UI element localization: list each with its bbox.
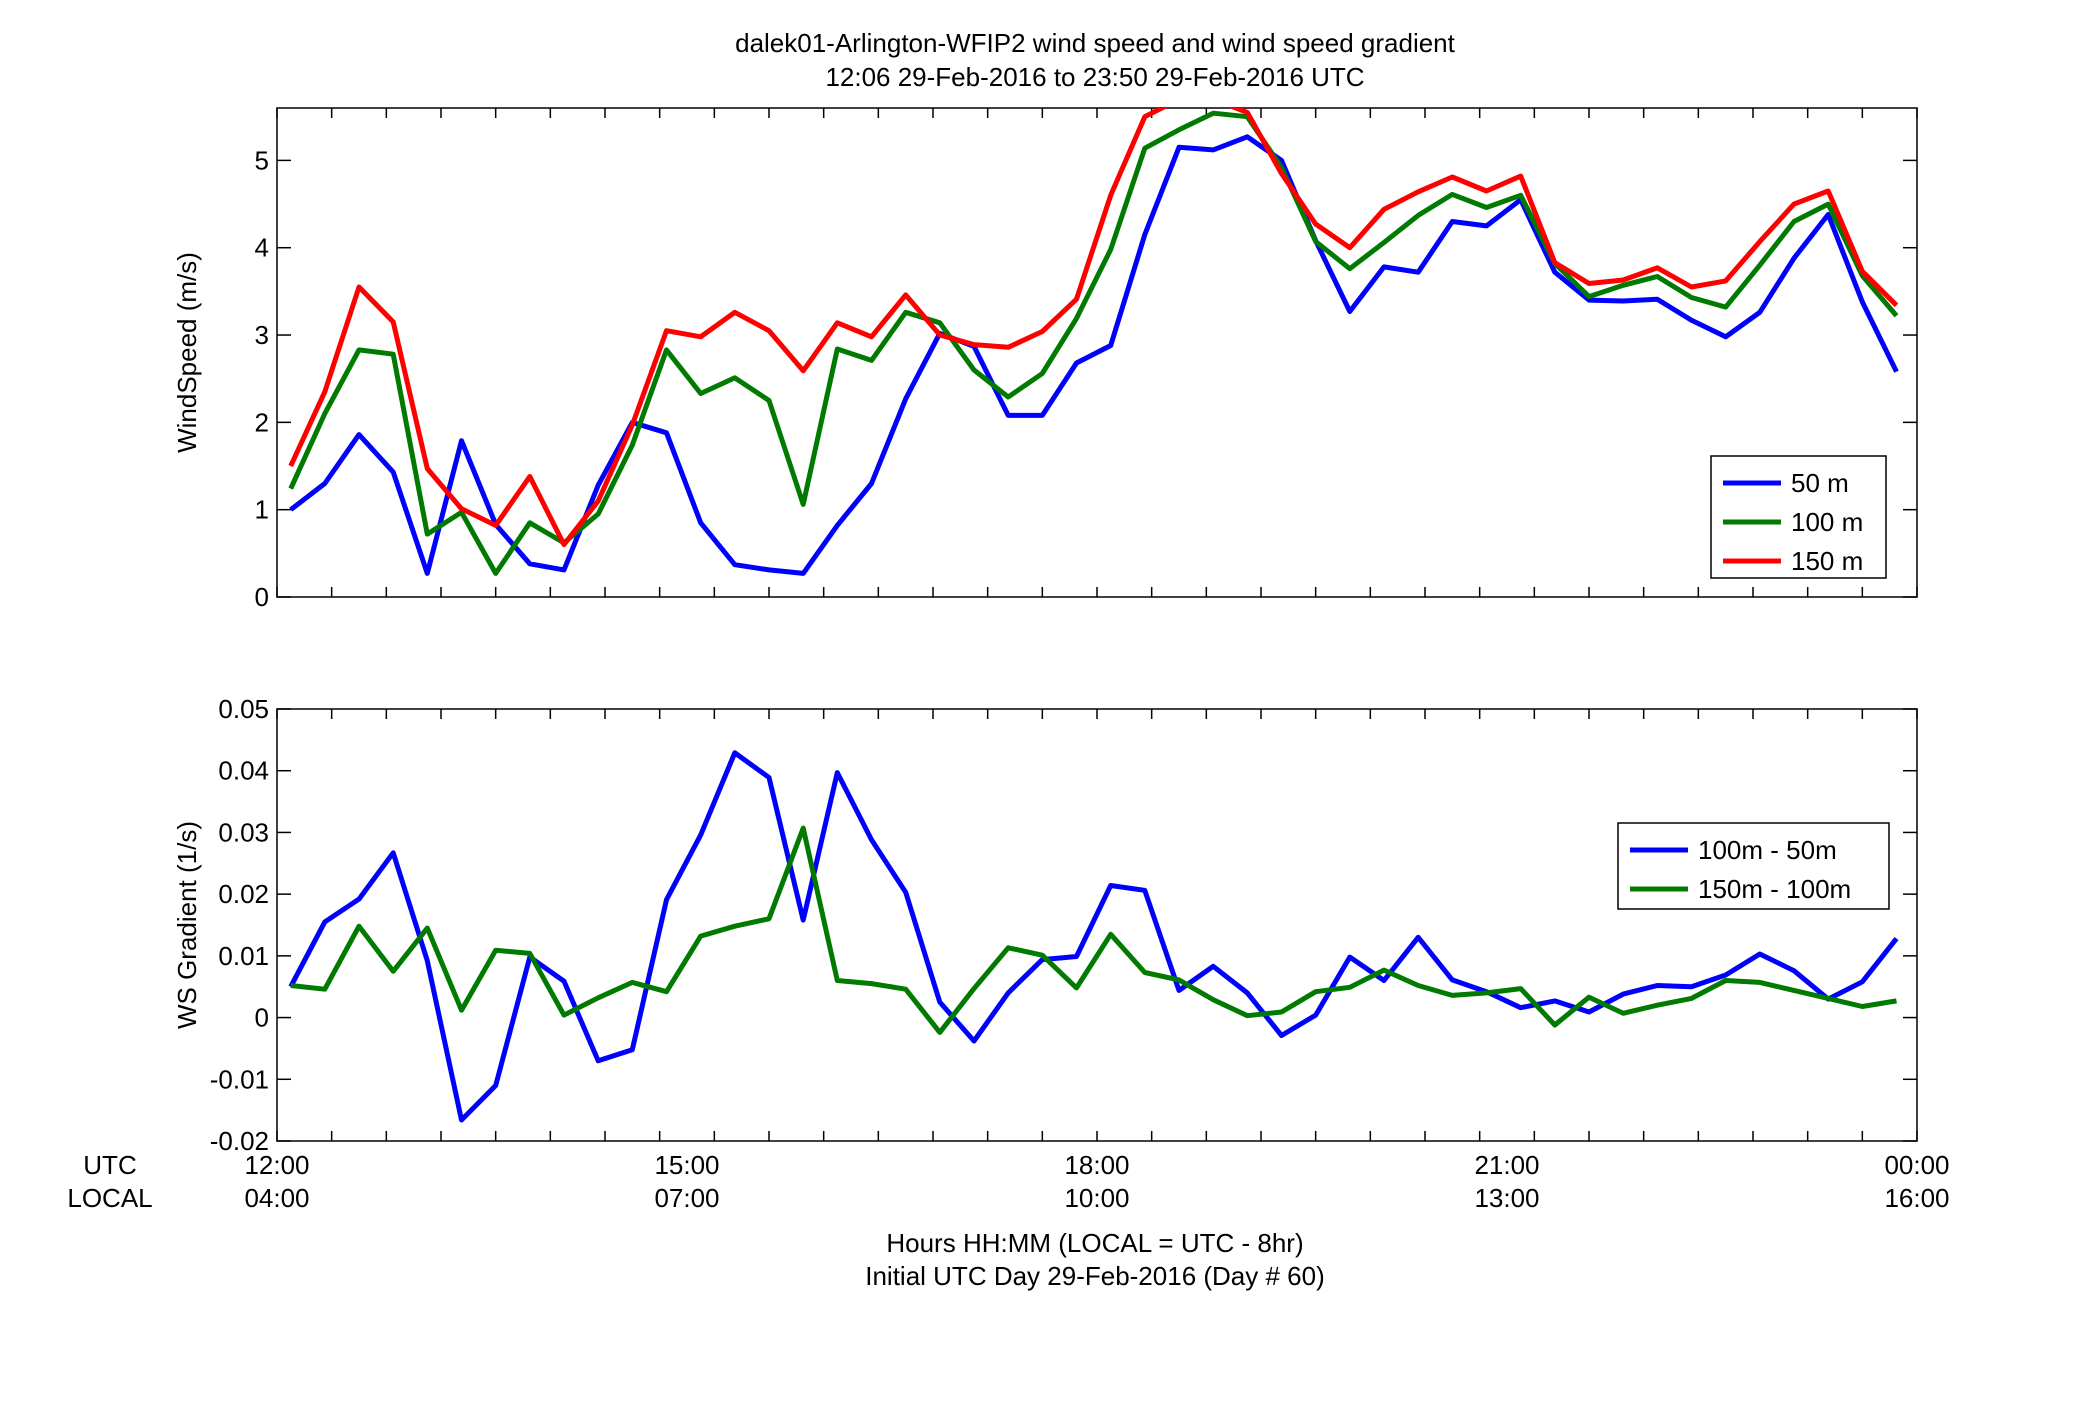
legend-entry: 100m - 50m [1698,835,1837,865]
windspeed-panel: 0 1 2 3 4 5 WindSpeed (m/s) 50 m 100 m 150 m [172,107,1918,612]
x-tick-label-utc: 12:00 [244,1150,309,1180]
series-line-100m-50m [288,750,1899,1123]
legend-entry: 150m - 100m [1698,874,1851,904]
legend-entry: 100 m [1791,507,1863,537]
y-tick-label: 5 [255,145,269,175]
x-caption-line1: Hours HH:MM (LOCAL = UTC - 8hr) [886,1228,1303,1258]
y-tick-label: 1 [255,495,269,525]
x-tick-label-local: 13:00 [1474,1183,1539,1213]
series-line-100-m [288,110,1899,576]
y-tick-label: 4 [255,233,269,263]
y-tick-label: 0 [255,1003,269,1033]
y-tick-label: 0 [255,582,269,612]
y-tick-label: 0.01 [218,941,269,971]
x-tick-label-utc: 21:00 [1474,1150,1539,1180]
chart-title-line2: 12:06 29-Feb-2016 to 23:50 29-Feb-2016 U… [825,62,1364,92]
y-tick-label: 2 [255,407,269,437]
series-line-50-m [289,134,1899,576]
chart-title-line1: dalek01-Arlington-WFIP2 wind speed and w… [735,28,1456,58]
x-caption-line2: Initial UTC Day 29-Feb-2016 (Day # 60) [865,1261,1325,1291]
y-tick-label: -0.01 [210,1064,269,1094]
y-tick-label: 0.02 [218,879,269,909]
series-line-150m-100m [290,825,1897,1035]
y-tick-label: 0.04 [218,756,269,786]
axes-box [276,708,1918,1142]
x-tick-label-utc: 15:00 [654,1150,719,1180]
x-tick-label-local: 07:00 [654,1183,719,1213]
x-tick-label-local: 10:00 [1064,1183,1129,1213]
y-tick-label: 0.05 [218,694,269,724]
x-tick-label-utc: 18:00 [1064,1150,1129,1180]
legend: 100m - 50m 150m - 100m [1617,822,1890,910]
y-axis-label: WS Gradient (1/s) [172,821,202,1029]
row-label-local: LOCAL [67,1183,152,1213]
x-tick-label-local: 04:00 [244,1183,309,1213]
y-tick-label: 3 [255,320,269,350]
y-tick-label: 0.03 [218,817,269,847]
legend-box [1710,455,1887,579]
legend: 50 m 100 m 150 m [1710,455,1887,579]
y-axis-label: WindSpeed (m/s) [172,252,202,453]
row-label-utc: UTC [83,1150,136,1180]
x-tick-label-local: 16:00 [1884,1183,1949,1213]
legend-box [1617,822,1890,910]
y-tick-label: -0.02 [210,1126,269,1156]
x-tick-label-utc: 00:00 [1884,1150,1949,1180]
legend-entry: 50 m [1791,468,1849,498]
series-line-150-m [288,108,1899,548]
gradient-panel: -0.02 -0.01 0 0.01 0.02 0.03 0.04 0.05 WS Gradie… [172,694,1950,1213]
legend-entry: 150 m [1791,546,1863,576]
